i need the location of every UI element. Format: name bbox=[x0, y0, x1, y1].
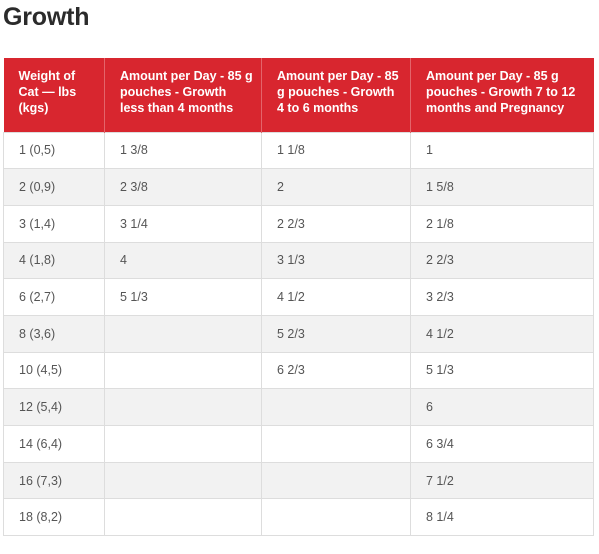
growth-4-to-6-months-cell bbox=[261, 498, 411, 537]
table-row: 10 (4,5) 6 2/3 5 1/3 bbox=[3, 351, 594, 390]
weight-cell: 18 (8,2) bbox=[3, 498, 105, 537]
growth-7-to-12-months-cell: 2 1/8 bbox=[410, 204, 594, 243]
growth-under-4-months-cell bbox=[104, 425, 262, 463]
growth-4-to-6-months-cell bbox=[261, 425, 411, 463]
table-row: 16 (7,3) 7 1/2 bbox=[3, 461, 594, 500]
growth-under-4-months-cell bbox=[104, 498, 262, 537]
table-row: 12 (5,4) 6 bbox=[3, 388, 594, 426]
growth-under-4-months-cell: 2 3/8 bbox=[104, 168, 262, 206]
weight-cell: 6 (2,7) bbox=[3, 278, 105, 316]
table-row: 6 (2,7) 5 1/3 4 1/2 3 2/3 bbox=[3, 278, 594, 316]
table-row: 2 (0,9) 2 3/8 2 1 5/8 bbox=[3, 168, 594, 206]
weight-cell: 2 (0,9) bbox=[3, 168, 105, 206]
table-row: 4 (1,8) 4 3 1/3 2 2/3 bbox=[3, 241, 594, 280]
growth-4-to-6-months-cell: 6 2/3 bbox=[261, 351, 411, 390]
growth-under-4-months-cell: 5 1/3 bbox=[104, 278, 262, 316]
header-growth-under-4-months: Amount per Day - 85 g pouches - Growth l… bbox=[104, 58, 262, 132]
growth-7-to-12-months-cell: 2 2/3 bbox=[410, 241, 594, 280]
page-title: Growth bbox=[3, 3, 90, 31]
growth-4-to-6-months-cell: 1 1/8 bbox=[261, 131, 411, 170]
weight-cell: 16 (7,3) bbox=[3, 461, 105, 500]
table-row: 3 (1,4) 3 1/4 2 2/3 2 1/8 bbox=[3, 204, 594, 243]
growth-7-to-12-months-cell: 1 5/8 bbox=[410, 168, 594, 206]
growth-under-4-months-cell bbox=[104, 461, 262, 500]
header-growth-7-to-12-months: Amount per Day - 85 g pouches - Growth 7… bbox=[410, 58, 594, 132]
table-row: 14 (6,4) 6 3/4 bbox=[3, 425, 594, 463]
feeding-table: Weight of Cat — lbs (kgs) Amount per Day… bbox=[3, 58, 594, 537]
growth-under-4-months-cell bbox=[104, 351, 262, 390]
weight-cell: 14 (6,4) bbox=[3, 425, 105, 463]
weight-cell: 12 (5,4) bbox=[3, 388, 105, 426]
growth-4-to-6-months-cell bbox=[261, 461, 411, 500]
weight-cell: 8 (3,6) bbox=[3, 314, 105, 353]
growth-7-to-12-months-cell: 4 1/2 bbox=[410, 314, 594, 353]
growth-4-to-6-months-cell bbox=[261, 388, 411, 426]
growth-4-to-6-months-cell: 2 bbox=[261, 168, 411, 206]
growth-7-to-12-months-cell: 3 2/3 bbox=[410, 278, 594, 316]
growth-under-4-months-cell bbox=[104, 314, 262, 353]
table-header-row: Weight of Cat — lbs (kgs) Amount per Day… bbox=[3, 58, 594, 132]
header-growth-4-to-6-months: Amount per Day - 85 g pouches - Growth 4… bbox=[261, 58, 411, 132]
table-row: 8 (3,6) 5 2/3 4 1/2 bbox=[3, 314, 594, 353]
growth-7-to-12-months-cell: 1 bbox=[410, 131, 594, 170]
growth-under-4-months-cell: 4 bbox=[104, 241, 262, 280]
growth-under-4-months-cell: 3 1/4 bbox=[104, 204, 262, 243]
growth-7-to-12-months-cell: 7 1/2 bbox=[410, 461, 594, 500]
growth-4-to-6-months-cell: 3 1/3 bbox=[261, 241, 411, 280]
growth-4-to-6-months-cell: 4 1/2 bbox=[261, 278, 411, 316]
weight-cell: 3 (1,4) bbox=[3, 204, 105, 243]
growth-4-to-6-months-cell: 2 2/3 bbox=[261, 204, 411, 243]
weight-cell: 10 (4,5) bbox=[3, 351, 105, 390]
growth-7-to-12-months-cell: 8 1/4 bbox=[410, 498, 594, 537]
growth-7-to-12-months-cell: 5 1/3 bbox=[410, 351, 594, 390]
growth-4-to-6-months-cell: 5 2/3 bbox=[261, 314, 411, 353]
growth-7-to-12-months-cell: 6 3/4 bbox=[410, 425, 594, 463]
growth-7-to-12-months-cell: 6 bbox=[410, 388, 594, 426]
table-row: 1 (0,5) 1 3/8 1 1/8 1 bbox=[3, 131, 594, 170]
growth-under-4-months-cell: 1 3/8 bbox=[104, 131, 262, 170]
table-row: 18 (8,2) 8 1/4 bbox=[3, 498, 594, 537]
weight-cell: 4 (1,8) bbox=[3, 241, 105, 280]
table-body: 1 (0,5) 1 3/8 1 1/8 1 2 (0,9) 2 3/8 2 1 5/8 3 (1… bbox=[3, 131, 594, 537]
header-weight: Weight of Cat — lbs (kgs) bbox=[3, 58, 105, 132]
weight-cell: 1 (0,5) bbox=[3, 131, 105, 170]
growth-under-4-months-cell bbox=[104, 388, 262, 426]
